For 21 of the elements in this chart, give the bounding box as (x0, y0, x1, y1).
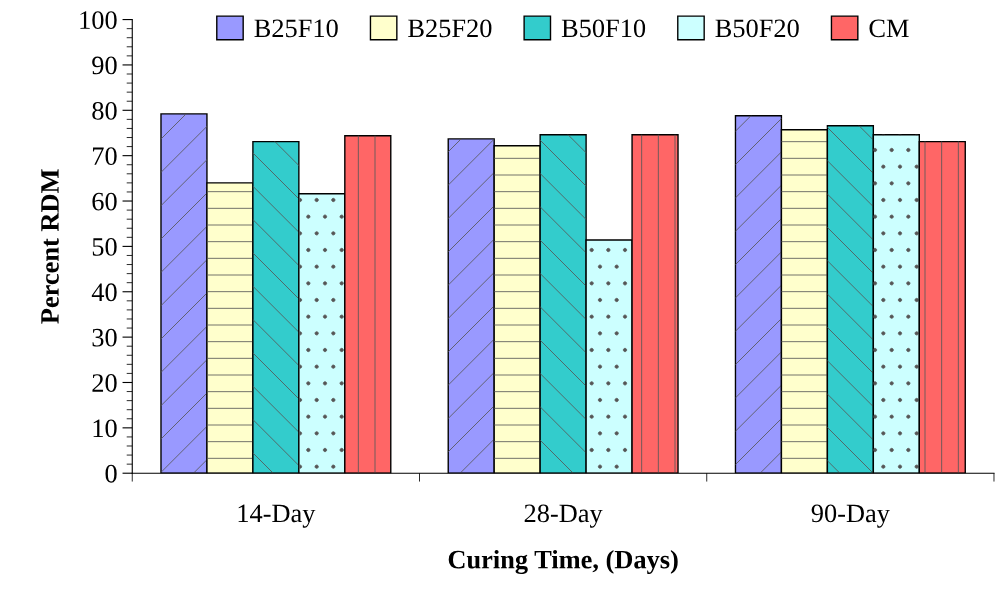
x-tick-label: 14-Day (238, 504, 316, 528)
legend-label: B50F10 (561, 19, 646, 38)
y-tick-label: 90 (92, 56, 117, 75)
y-tick-label: 30 (92, 328, 117, 347)
y-axis-title: Percent RDM (41, 169, 59, 324)
y-tick-label: 10 (93, 419, 117, 438)
y-tick-label: 80 (92, 101, 117, 120)
x-tick-label: 28-Day (524, 504, 603, 528)
y-tick-label: 40 (91, 283, 117, 302)
y-tick-label: 70 (93, 147, 117, 166)
y-tick-label: 60 (92, 192, 117, 211)
legend-label: B25F10 (254, 19, 338, 38)
y-tick-label: 0 (105, 464, 117, 483)
y-tick-label: 50 (92, 238, 117, 256)
y-tick-label: 20 (92, 374, 117, 392)
y-tick-label: 100 (80, 11, 117, 29)
legend-label: B25F20 (408, 19, 492, 38)
legend-label: B50F20 (715, 19, 799, 38)
x-tick-label: 90-Day (811, 504, 890, 528)
x-axis-title: Curing Time, (Days) (448, 549, 678, 575)
legend-label: CM (869, 19, 909, 38)
